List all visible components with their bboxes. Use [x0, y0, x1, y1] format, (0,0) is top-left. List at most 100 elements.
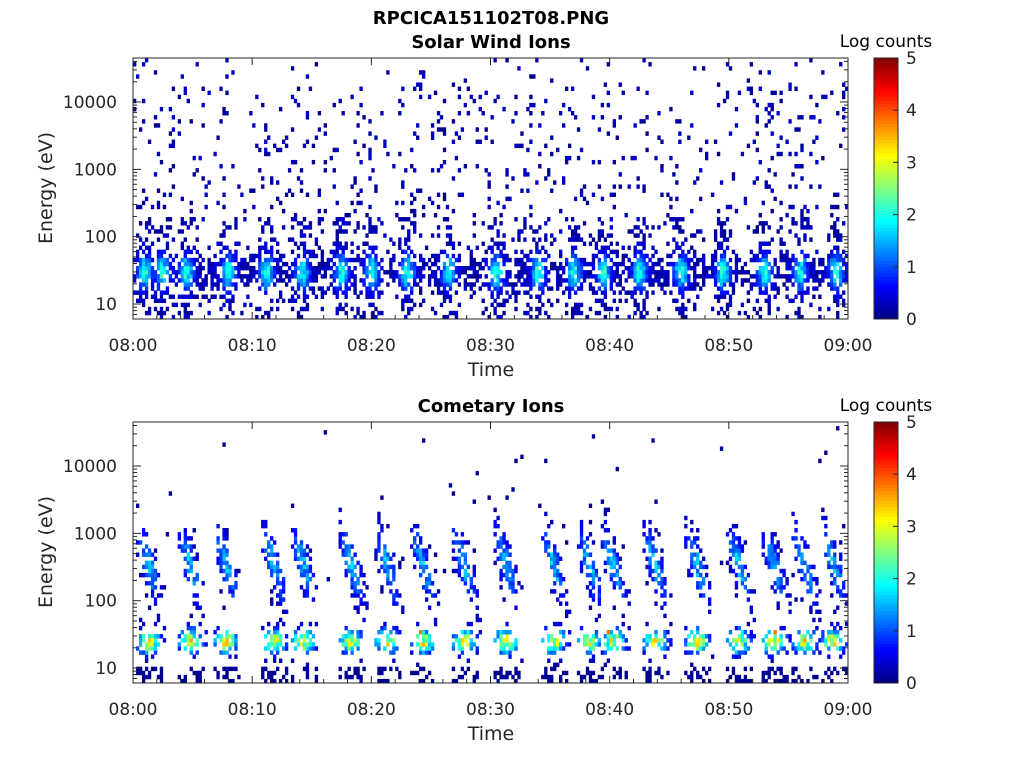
- heatmap-cell: [413, 670, 417, 676]
- heatmap-cell: [624, 646, 628, 651]
- heatmap-cell: [317, 217, 322, 222]
- heatmap-cell: [636, 261, 640, 267]
- heatmap-cell: [827, 253, 831, 259]
- heatmap-cell: [344, 290, 348, 295]
- heatmap-cell: [678, 286, 682, 291]
- heatmap-cell: [716, 298, 721, 304]
- heatmap-cell: [445, 290, 450, 295]
- heatmap-cell: [281, 298, 286, 304]
- heatmap-cell: [734, 654, 739, 659]
- heatmap-cell: [222, 270, 226, 275]
- heatmap-cell: [362, 601, 366, 606]
- heatmap-cell: [421, 261, 426, 267]
- heatmap-cell: [502, 629, 506, 635]
- heatmap-cell: [353, 314, 357, 320]
- heatmap-cell: [305, 74, 310, 79]
- heatmap-cell: [433, 274, 438, 279]
- heatmap-cell: [767, 298, 771, 304]
- heatmap-cell: [186, 286, 190, 291]
- heatmap-cell: [308, 86, 313, 91]
- heatmap-cell: [842, 302, 846, 308]
- heatmap-cell: [803, 560, 807, 566]
- heatmap-cell: [514, 257, 518, 263]
- heatmap-cell: [270, 278, 274, 283]
- heatmap-cell: [460, 576, 465, 582]
- heatmap-cell: [490, 115, 494, 120]
- heatmap-cell: [541, 274, 545, 279]
- heatmap-cell: [475, 261, 479, 267]
- heatmap-cell: [842, 666, 846, 672]
- heatmap-cell: [627, 184, 631, 189]
- cometary-panel: Cometary Ions 08:00 08:10 08:20 08:30 08:40 0…: [35, 396, 932, 745]
- heatmap-cell: [740, 650, 745, 655]
- heatmap-cell: [276, 552, 280, 557]
- heatmap-cell: [133, 257, 137, 263]
- heatmap-cell: [508, 629, 512, 635]
- heatmap-cell: [133, 274, 137, 279]
- heatmap-cell: [204, 282, 208, 287]
- heatmap-cell: [740, 278, 745, 283]
- heatmap-cell: [833, 253, 837, 259]
- heatmap-cell: [654, 568, 658, 574]
- heatmap-cell: [466, 642, 470, 647]
- heatmap-cell: [621, 261, 625, 267]
- heatmap-cell: [183, 544, 187, 549]
- heatmap-cell: [493, 257, 497, 263]
- heatmap-cell: [761, 540, 765, 545]
- heatmap-cell: [353, 593, 357, 598]
- heatmap-cell: [502, 257, 506, 263]
- heatmap-cell: [150, 552, 155, 557]
- heatmap-cell: [585, 642, 590, 647]
- heatmap-cell: [770, 270, 774, 275]
- heatmap-cell: [168, 274, 173, 279]
- heatmap-cell: [815, 135, 819, 140]
- heatmap-cell: [183, 646, 187, 651]
- heatmap-cell: [609, 274, 613, 279]
- heatmap-cell: [296, 278, 301, 283]
- heatmap-cell: [663, 290, 667, 295]
- heatmap-cell: [547, 638, 551, 643]
- heatmap-cell: [657, 111, 661, 116]
- heatmap-cell: [344, 544, 348, 549]
- heatmap-cell: [183, 314, 187, 320]
- heatmap-cell: [731, 270, 736, 275]
- heatmap-cell: [299, 544, 304, 549]
- heatmap-cell: [341, 278, 345, 283]
- heatmap-cell: [216, 261, 220, 267]
- heatmap-cell: [323, 290, 327, 295]
- heatmap-cell: [564, 589, 569, 594]
- heatmap-cell: [734, 208, 739, 214]
- heatmap-cell: [258, 265, 262, 271]
- heatmap-cell: [225, 225, 229, 230]
- heatmap-cell: [570, 310, 575, 316]
- heatmap-cell: [532, 270, 536, 275]
- heatmap-cell: [156, 298, 161, 304]
- heatmap-cell: [609, 217, 613, 222]
- heatmap-cell: [618, 172, 622, 177]
- heatmap-cell: [138, 670, 143, 676]
- heatmap-cell: [499, 556, 503, 562]
- heatmap-cell: [681, 302, 685, 308]
- heatmap-cell: [815, 270, 819, 275]
- heatmap-cell: [356, 221, 360, 226]
- heatmap-cell: [782, 674, 786, 680]
- heatmap-cell: [204, 294, 208, 299]
- heatmap-cell: [830, 212, 834, 218]
- heatmap-cell: [591, 654, 596, 659]
- heatmap-cell: [767, 249, 771, 255]
- heatmap-cell: [669, 593, 673, 598]
- heatmap-cell: [138, 540, 143, 545]
- heatmap-cell: [413, 540, 417, 545]
- heatmap-cell: [276, 180, 280, 185]
- heatmap-cell: [305, 646, 310, 651]
- heatmap-cell: [559, 576, 563, 582]
- heatmap-cell: [576, 310, 581, 316]
- heatmap-cell: [782, 253, 786, 259]
- heatmap-cell: [779, 257, 783, 263]
- heatmap-cell: [791, 642, 795, 647]
- heatmap-cell: [541, 290, 545, 295]
- heatmap-cell: [460, 552, 465, 557]
- heatmap-cell: [439, 164, 444, 169]
- heatmap-cell: [603, 519, 608, 525]
- heatmap-cell: [183, 678, 187, 684]
